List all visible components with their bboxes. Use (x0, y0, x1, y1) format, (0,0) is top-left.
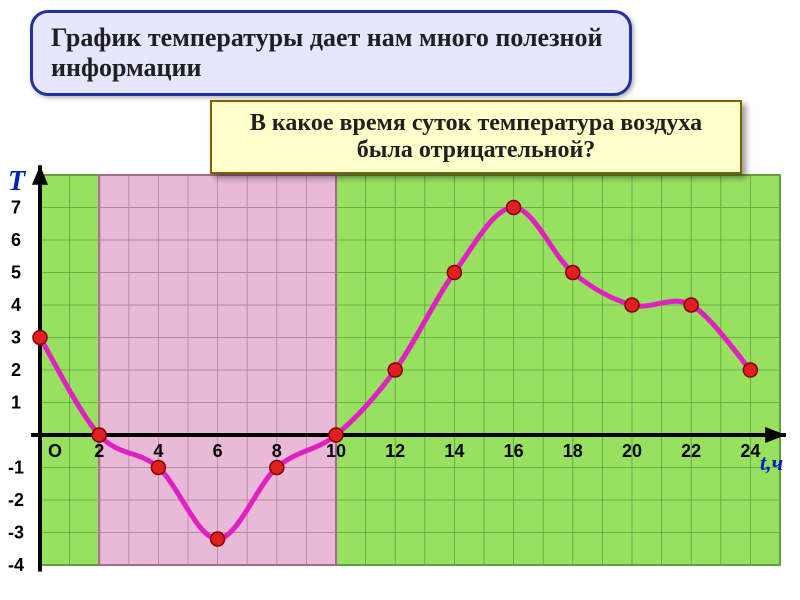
svg-text:-4: -4 (8, 555, 24, 575)
svg-text:5: 5 (11, 263, 21, 283)
svg-text:-1: -1 (8, 458, 24, 478)
svg-text:14: 14 (444, 441, 464, 461)
svg-text:24: 24 (740, 441, 760, 461)
chart-title: График температуры дает нам много полезн… (51, 23, 603, 82)
svg-text:1: 1 (11, 393, 21, 413)
chart-title-box: График температуры дает нам много полезн… (30, 10, 632, 96)
svg-text:6: 6 (11, 230, 21, 250)
svg-text:6: 6 (213, 441, 223, 461)
svg-text:18: 18 (563, 441, 583, 461)
svg-text:-2: -2 (8, 490, 24, 510)
svg-text:10: 10 (326, 441, 346, 461)
svg-text:4: 4 (153, 441, 163, 461)
svg-text:2: 2 (11, 360, 21, 380)
question-box: В какое время суток температура воздуха … (210, 100, 742, 174)
svg-text:2: 2 (94, 441, 104, 461)
svg-text:22: 22 (681, 441, 701, 461)
svg-text:16: 16 (504, 441, 524, 461)
chart-area: Тt,ч-4-3-2-1123456724681012141618202224О (0, 165, 800, 585)
svg-text:-3: -3 (8, 523, 24, 543)
svg-text:20: 20 (622, 441, 642, 461)
svg-text:7: 7 (11, 198, 21, 218)
svg-text:4: 4 (11, 295, 21, 315)
question-text: В какое время суток температура воздуха … (250, 110, 702, 163)
svg-text:t,ч: t,ч (760, 450, 783, 475)
svg-text:Т: Т (8, 166, 27, 197)
svg-text:8: 8 (272, 441, 282, 461)
temperature-chart: Тt,ч-4-3-2-1123456724681012141618202224О (0, 165, 800, 585)
svg-text:3: 3 (11, 328, 21, 348)
svg-text:О: О (48, 441, 62, 461)
svg-text:12: 12 (385, 441, 405, 461)
